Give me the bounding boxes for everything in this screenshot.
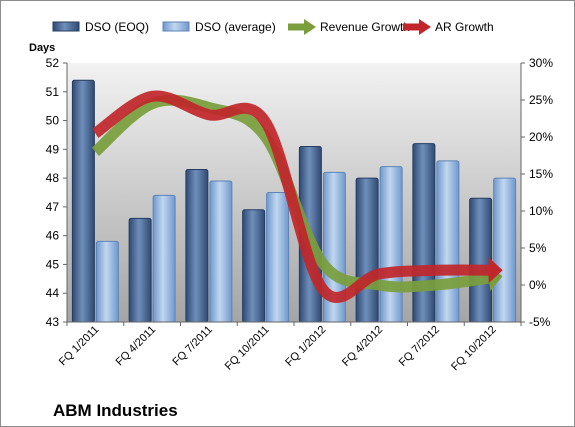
legend-arrow-icon — [304, 19, 316, 35]
right-tick-label: 10% — [529, 204, 553, 218]
left-tick-label: 48 — [46, 171, 60, 185]
x-tick-label: FQ 7/2012 — [397, 324, 442, 369]
bar-dso-average — [266, 192, 290, 323]
left-tick-label: 50 — [46, 114, 60, 128]
bar-dso-eoq — [71, 79, 95, 323]
right-axis: -5% 0% 5% 10% 15% 20% 25% 30% — [521, 56, 553, 329]
chart-title: ABM Industries — [53, 401, 178, 420]
left-tick-label: 52 — [46, 56, 60, 70]
right-tick-label: -5% — [529, 315, 551, 329]
legend-label: AR Growth — [435, 20, 494, 34]
right-tick-label: 15% — [529, 167, 553, 181]
bar-dso-eoq — [128, 217, 152, 323]
left-tick-label: 49 — [46, 142, 60, 156]
bar-dso-average — [493, 177, 517, 323]
bar-dso-average — [95, 240, 119, 323]
x-tick-label: FQ 4/2012 — [340, 324, 385, 369]
x-tick-label: FQ 1/2012 — [283, 324, 328, 369]
x-tick-label: FQ 1/2011 — [57, 324, 102, 369]
legend-swatch — [162, 21, 190, 32]
left-tick-label: 51 — [46, 85, 60, 99]
left-axis: 43 44 45 46 47 48 49 50 51 52 — [46, 56, 67, 329]
line-series — [91, 90, 503, 303]
left-tick-label: 47 — [46, 200, 60, 214]
right-tick-label: 5% — [529, 241, 547, 255]
bar-dso-average — [379, 166, 403, 323]
bar-dso-eoq — [242, 209, 266, 323]
legend-swatch — [52, 21, 80, 32]
bar-dso-eoq — [412, 143, 436, 323]
ar-growthline — [92, 90, 493, 303]
legend-label: Revenue Growth — [320, 20, 410, 34]
left-tick-label: 46 — [46, 229, 60, 243]
x-axis: FQ 1/2011 FQ 4/2011 FQ 7/2011 FQ 10/2011 FQ … — [57, 322, 522, 374]
right-tick-label: 30% — [529, 56, 553, 70]
legend-label: DSO (average) — [195, 20, 276, 34]
x-tick-label: FQ 10/2011 — [223, 324, 272, 373]
right-tick-label: 20% — [529, 130, 553, 144]
x-tick-label: FQ 7/2011 — [170, 324, 215, 369]
bar-dso-eoq — [185, 168, 209, 323]
left-tick-label: 45 — [46, 257, 60, 271]
right-tick-label: 0% — [529, 278, 547, 292]
left-tick-label: 44 — [46, 286, 60, 300]
bar-dso-eoq — [469, 197, 493, 323]
bar-dso-average — [436, 160, 460, 323]
ar-growtharrowhead — [488, 257, 503, 284]
legend-arrow-icon — [419, 19, 431, 35]
legend-label: DSO (EOQ) — [85, 20, 149, 34]
y-axis-title: Days — [29, 42, 55, 54]
bar-dso-average — [209, 180, 233, 323]
x-tick-label: FQ 4/2011 — [114, 324, 159, 369]
legend: DSO (EOQ) DSO (average) Revenue Growth AR G… — [52, 19, 494, 35]
bar-dso-eoq — [355, 177, 379, 323]
bar-dso-average — [152, 194, 176, 323]
right-tick-label: 25% — [529, 93, 553, 107]
left-tick-label: 43 — [46, 315, 60, 329]
x-tick-label: FQ 10/2012 — [449, 324, 499, 374]
